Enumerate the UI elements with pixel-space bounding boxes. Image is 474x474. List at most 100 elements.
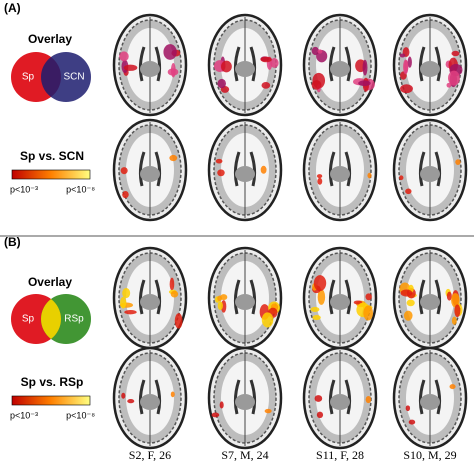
- activation-blob: [400, 84, 413, 94]
- activation-blob: [317, 177, 323, 185]
- activation-blob: [451, 293, 460, 308]
- venn-circle: [41, 52, 91, 102]
- activation-blob: [219, 401, 224, 409]
- ventricles: [233, 379, 257, 415]
- thalamus: [235, 294, 255, 310]
- activation-blob: [127, 399, 135, 404]
- brain-slice: [392, 13, 468, 117]
- venn-label: RSp: [64, 314, 84, 325]
- thalamus: [420, 394, 440, 410]
- thalamus: [140, 294, 160, 310]
- ventricles: [418, 279, 442, 315]
- contrast-title: Sp vs. RSp: [21, 375, 84, 389]
- activation-blob: [211, 412, 220, 418]
- thalamus: [420, 166, 440, 182]
- colorbar: [11, 395, 91, 406]
- activation-blob: [451, 50, 460, 57]
- thalamus: [330, 61, 350, 77]
- activation-blob: [174, 313, 183, 329]
- activation-blob: [362, 59, 368, 76]
- activation-blob: [399, 53, 406, 58]
- venn-label: Sp: [22, 314, 35, 325]
- activation-blob: [363, 305, 374, 321]
- brain-slice: [112, 118, 188, 222]
- panel-label: (A): [4, 1, 21, 15]
- subject-label: S10, M, 29: [403, 448, 456, 462]
- subject-label: S11, F, 28: [316, 448, 364, 462]
- activation-blob: [119, 51, 129, 62]
- ventricles: [233, 151, 257, 187]
- activation-blob: [400, 289, 413, 297]
- ventricles: [328, 151, 352, 187]
- brain-slice: [392, 346, 468, 450]
- thalamus: [235, 61, 255, 77]
- activation-blob: [264, 408, 272, 414]
- colorbar-label: p<10⁻⁸: [66, 410, 95, 420]
- colorbar-label: p<10⁻⁸: [66, 184, 95, 194]
- activation-blob: [123, 64, 138, 71]
- activation-blob: [261, 312, 274, 328]
- activation-blob: [217, 78, 226, 89]
- venn-label: Sp: [22, 72, 35, 83]
- thalamus: [330, 166, 350, 182]
- brain-slice: [112, 346, 188, 450]
- thalamus: [235, 394, 255, 410]
- activation-blob: [170, 290, 179, 298]
- brain-slice: [112, 246, 188, 350]
- panel-label: (B): [4, 235, 21, 249]
- activation-blob: [169, 277, 175, 291]
- thalamus: [140, 166, 160, 182]
- activation-blob: [406, 299, 415, 307]
- activation-blob: [399, 175, 404, 181]
- activation-blob: [261, 81, 271, 89]
- thalamus: [235, 166, 255, 182]
- activation-blob: [310, 306, 320, 312]
- activation-blob: [408, 419, 416, 425]
- activation-blob: [448, 70, 460, 86]
- activation-blob: [167, 68, 179, 76]
- activation-blob: [446, 82, 452, 88]
- activation-blob: [260, 56, 272, 63]
- activation-blob: [121, 392, 126, 399]
- colorbar-label: p<10⁻³: [10, 184, 38, 194]
- ventricles: [233, 279, 257, 315]
- brain-slice: [207, 346, 283, 450]
- activation-blob: [124, 309, 137, 315]
- activation-blob: [312, 315, 321, 321]
- brain-slice: [392, 118, 468, 222]
- activation-blob: [451, 316, 457, 325]
- subject-label: S7, M, 24: [221, 448, 268, 462]
- brain-slice: [112, 13, 188, 117]
- ventricles: [138, 151, 162, 187]
- activation-blob: [270, 58, 279, 68]
- brain-slice: [302, 118, 378, 222]
- ventricles: [328, 46, 352, 82]
- ventricles: [138, 279, 162, 315]
- brain-slice: [302, 13, 378, 117]
- activation-blob: [170, 391, 175, 398]
- venn-label: SCN: [63, 72, 84, 83]
- activation-blob: [454, 304, 461, 318]
- activation-blob: [163, 44, 177, 60]
- thalamus: [330, 394, 350, 410]
- subject-label: S2, F, 26: [129, 448, 171, 462]
- thalamus: [330, 294, 350, 310]
- activation-blob: [455, 159, 461, 165]
- activation-blob: [405, 405, 411, 412]
- thalamus: [420, 61, 440, 77]
- activation-blob: [446, 291, 452, 301]
- activation-blob: [316, 411, 324, 419]
- activation-blob: [260, 165, 267, 174]
- colorbar-label: p<10⁻³: [10, 410, 38, 420]
- activation-blob: [313, 275, 327, 292]
- activation-blob: [120, 167, 128, 175]
- activation-blob: [314, 395, 323, 402]
- contrast-title: Sp vs. SCN: [20, 149, 84, 163]
- ventricles: [328, 279, 352, 315]
- brain-slice: [207, 118, 283, 222]
- ventricles: [418, 46, 442, 82]
- overlay-title: Overlay: [28, 275, 72, 289]
- brain-slice: [302, 246, 378, 350]
- thalamus: [420, 294, 440, 310]
- activation-blob: [217, 301, 223, 311]
